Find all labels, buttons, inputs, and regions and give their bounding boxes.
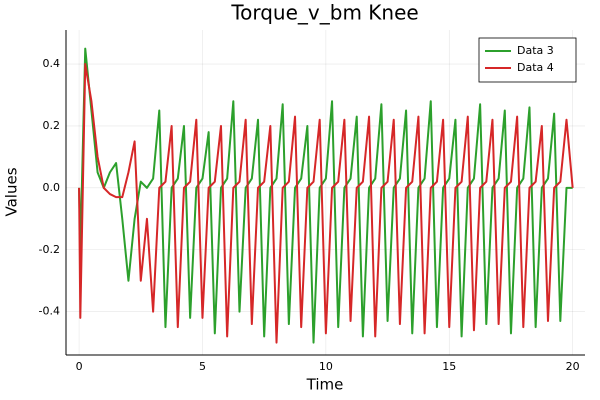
y-axis-label: Values [3, 167, 21, 216]
data-line [78, 63, 574, 344]
x-tick-label: 5 [199, 360, 206, 373]
x-tick-label: 10 [319, 360, 333, 373]
chart-title: Torque_v_bm Knee [230, 1, 418, 25]
y-tick-label: -0.4 [39, 305, 60, 318]
y-tick-label: 0.2 [43, 119, 61, 132]
x-tick-label: 15 [442, 360, 456, 373]
legend-box [478, 37, 577, 83]
x-tick-label: 20 [566, 360, 580, 373]
y-tick-label: -0.2 [39, 243, 60, 256]
y-tick-label: 0.0 [43, 181, 61, 194]
legend-label: Data 4 [517, 61, 554, 74]
x-tick-label: 0 [76, 360, 83, 373]
data-line [78, 47, 573, 344]
y-tick-label: 0.4 [43, 57, 61, 70]
x-axis-label: Time [306, 376, 344, 394]
legend-label: Data 3 [517, 44, 554, 57]
